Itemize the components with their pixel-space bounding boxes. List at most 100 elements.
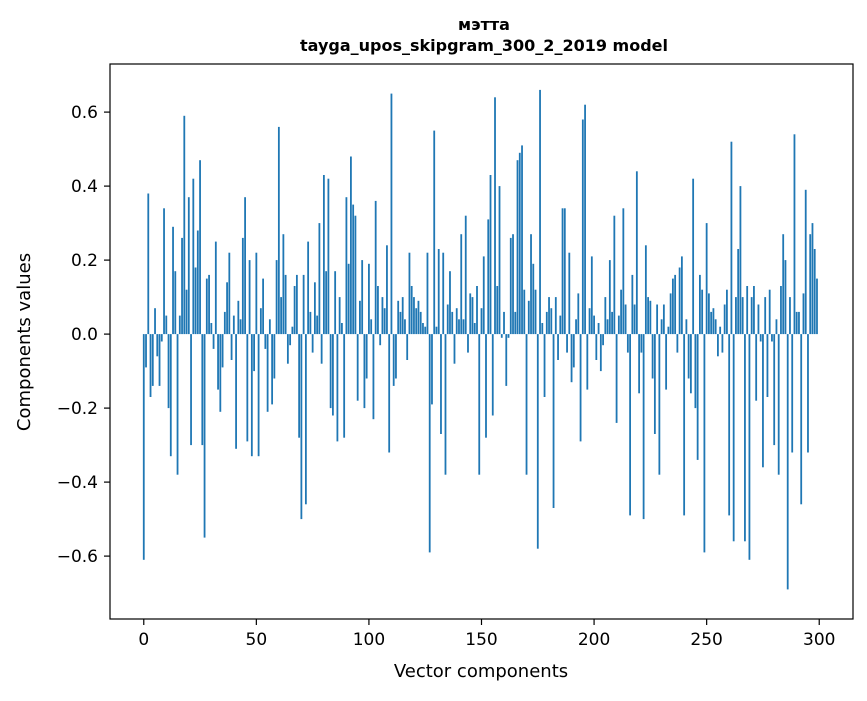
- bar: [566, 334, 568, 353]
- bar: [359, 300, 361, 335]
- bar: [334, 271, 337, 335]
- y-tick-label: 0.4: [71, 177, 98, 197]
- bar: [644, 245, 647, 335]
- bar: [381, 297, 384, 335]
- bar: [460, 234, 463, 335]
- bar: [532, 263, 535, 335]
- bar: [807, 334, 809, 453]
- bar: [410, 286, 413, 335]
- bar: [442, 252, 445, 335]
- bar: [145, 334, 147, 368]
- bar: [800, 334, 803, 505]
- bar: [780, 286, 782, 335]
- bar: [487, 219, 490, 335]
- x-tick-label: 150: [465, 630, 497, 650]
- bar: [771, 334, 773, 342]
- bar: [579, 334, 582, 442]
- bar: [408, 252, 411, 335]
- bar: [516, 160, 519, 335]
- bar: [759, 334, 762, 342]
- bar: [476, 286, 478, 335]
- bar: [768, 289, 771, 335]
- bar: [615, 334, 618, 423]
- bar: [676, 334, 679, 353]
- bar: [413, 297, 415, 335]
- bar: [597, 323, 600, 335]
- chart-title-line-2: tayga_upos_skipgram_300_2_2019 model: [300, 36, 668, 55]
- bar: [230, 334, 233, 360]
- bar: [383, 308, 386, 335]
- bar: [696, 334, 699, 460]
- bar: [154, 308, 156, 335]
- bar: [505, 334, 508, 386]
- bar: [221, 334, 224, 368]
- bar: [464, 215, 467, 335]
- bar: [491, 334, 494, 416]
- bar: [210, 323, 213, 335]
- bar: [455, 308, 458, 335]
- bar: [514, 311, 517, 335]
- bar: [401, 297, 404, 335]
- bar: [541, 323, 544, 335]
- bar: [793, 134, 796, 335]
- bar: [338, 297, 341, 335]
- bar: [611, 311, 613, 335]
- bar: [604, 297, 607, 335]
- y-axis-label: Components values: [14, 253, 35, 431]
- bar: [199, 160, 201, 335]
- bar: [642, 334, 645, 520]
- bar: [784, 260, 787, 335]
- bar: [361, 260, 364, 335]
- bar: [748, 334, 751, 560]
- bar: [214, 241, 217, 335]
- bar: [223, 311, 226, 335]
- bar: [762, 334, 764, 468]
- bar: [557, 334, 559, 360]
- bar: [449, 271, 451, 335]
- bar: [322, 175, 325, 335]
- bar: [273, 334, 276, 379]
- bar: [295, 274, 298, 335]
- bar: [255, 252, 258, 335]
- bar: [259, 308, 262, 335]
- bar: [809, 234, 812, 335]
- bar: [581, 119, 584, 335]
- bar: [187, 197, 190, 335]
- y-axis-ticks: −0.6 −0.4 −0.2 0.0 0.2 0.4 0.6: [57, 103, 110, 567]
- bar: [176, 334, 179, 475]
- bar: [480, 308, 483, 335]
- bar: [345, 197, 348, 335]
- x-tick-label: 100: [353, 630, 385, 650]
- bar: [239, 319, 242, 335]
- bar: [608, 260, 611, 335]
- bar: [266, 334, 269, 412]
- bar: [523, 289, 526, 335]
- bar: [257, 334, 260, 457]
- bar: [253, 334, 255, 372]
- bar: [356, 334, 359, 401]
- bar: [811, 223, 814, 335]
- bar: [512, 234, 514, 335]
- bar: [588, 308, 591, 335]
- bar: [390, 93, 393, 335]
- bar: [741, 297, 744, 335]
- bar: [746, 286, 749, 335]
- bar: [559, 315, 562, 335]
- bar: [327, 178, 330, 335]
- x-tick-label: 300: [803, 630, 835, 650]
- bar: [419, 311, 422, 335]
- bar: [721, 334, 724, 353]
- bar: [577, 293, 580, 335]
- bar: [712, 308, 715, 335]
- bar: [701, 289, 704, 335]
- bar: [190, 334, 192, 446]
- bar: [683, 334, 686, 516]
- bar: [584, 104, 586, 335]
- bar: [424, 326, 427, 335]
- bar: [744, 334, 746, 542]
- bar: [662, 304, 665, 335]
- bar: [232, 315, 235, 335]
- bar: [280, 297, 283, 335]
- bar: [368, 263, 370, 335]
- bar: [365, 334, 368, 379]
